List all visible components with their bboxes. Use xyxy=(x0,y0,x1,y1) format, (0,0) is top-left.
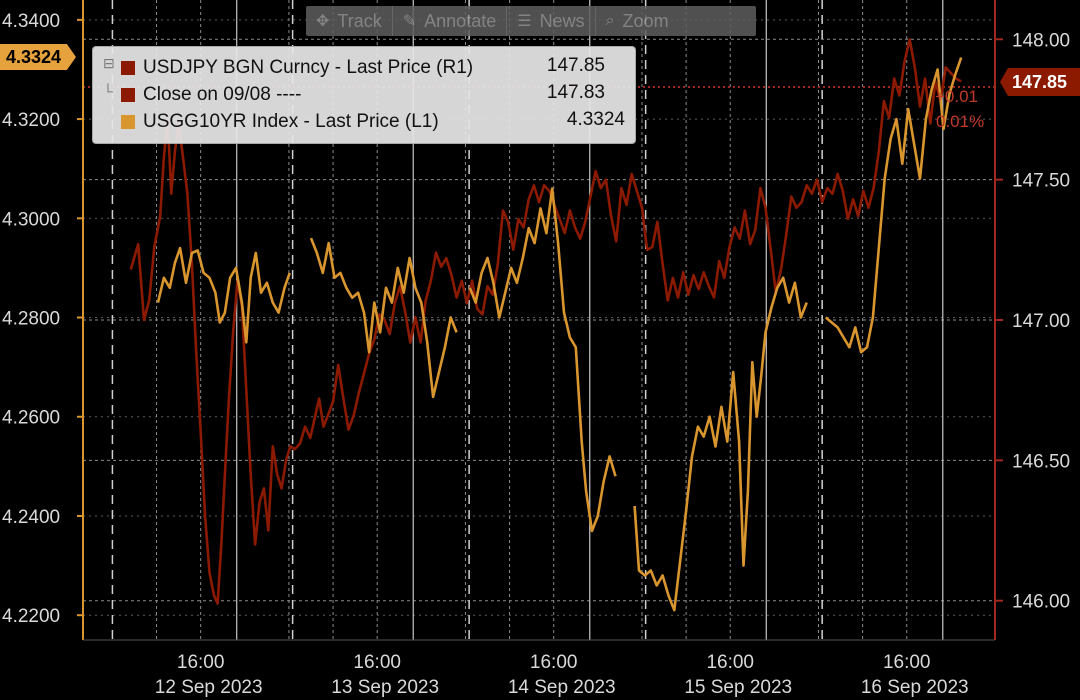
chart-toolbar: ✥ Track ✎ Annotate ☰ News ⌕ Zoom xyxy=(306,6,756,36)
change-percent: 0.01% xyxy=(936,112,985,131)
right-axis: 148.00 147.50 147.00 146.50 146.00 xyxy=(994,0,1070,640)
left-tick-label: 4.3000 xyxy=(2,209,60,230)
x-tick-date: 12 Sep 2023 xyxy=(155,677,263,698)
change-absolute: +0.01 xyxy=(935,87,979,106)
annotate-label: Annotate xyxy=(424,10,497,31)
right-tick-label: 146.00 xyxy=(1012,592,1070,613)
track-label: Track xyxy=(337,10,382,31)
news-label: News xyxy=(539,10,585,31)
legend-value-us10y: 4.3324 xyxy=(566,109,625,130)
us10y-series-line xyxy=(309,237,458,399)
usdjpy-swatch xyxy=(121,61,135,75)
x-tick-date: 15 Sep 2023 xyxy=(684,677,792,698)
legend-label-close: Close on 09/08 ---- xyxy=(143,84,302,105)
right-tick-label: 147.00 xyxy=(1012,311,1070,332)
close-swatch xyxy=(121,88,135,102)
legend-item-close[interactable]: Close on 09/08 ---- xyxy=(121,82,301,108)
us10y-series-line xyxy=(633,276,808,612)
x-tick-time: 16:00 xyxy=(883,652,931,673)
legend-collapse-icon[interactable]: ⊟ xyxy=(103,55,115,71)
legend-item-usdjpy[interactable]: USDJPY BGN Curncy - Last Price (R1) xyxy=(121,55,473,81)
x-tick-time: 16:00 xyxy=(530,652,578,673)
legend-item-us10y[interactable]: USGG10YR Index - Last Price (L1) xyxy=(121,109,439,135)
track-button[interactable]: ✥ Track xyxy=(306,6,393,36)
us10y-series-line xyxy=(824,57,963,354)
left-tick-label: 4.3200 xyxy=(2,110,60,131)
magnifier-icon: ⌕ xyxy=(605,12,615,29)
left-tick-label: 4.2200 xyxy=(2,606,60,627)
news-icon: ☰ xyxy=(517,13,532,30)
news-button[interactable]: ☰ News xyxy=(507,6,596,36)
zoom-label: Zoom xyxy=(622,10,669,31)
pencil-icon: ✎ xyxy=(402,13,417,30)
x-tick-time: 16:00 xyxy=(353,652,401,673)
series-lines xyxy=(129,38,963,612)
left-axis: 4.3400 4.3200 4.3000 4.2800 4.2600 4.2400 4.22… xyxy=(2,0,84,640)
x-tick-time: 16:00 xyxy=(706,652,754,673)
left-last-value-flag: 4.3324 xyxy=(0,44,76,70)
x-tick-date: 14 Sep 2023 xyxy=(508,677,616,698)
left-tick-label: 4.2800 xyxy=(2,309,60,330)
legend-tree-icon: └ xyxy=(103,83,113,99)
right-tick-label: 146.50 xyxy=(1012,451,1070,472)
x-tick-time: 16:00 xyxy=(177,652,225,673)
legend-label-usdjpy: USDJPY BGN Curncy - Last Price (R1) xyxy=(143,57,474,78)
right-last-value: 147.85 xyxy=(1012,71,1068,92)
x-tick-date: 16 Sep 2023 xyxy=(861,677,969,698)
usdjpy-series-line xyxy=(129,38,962,605)
us10y-swatch xyxy=(121,115,135,129)
annotate-button[interactable]: ✎ Annotate xyxy=(393,6,508,36)
left-tick-label: 4.2400 xyxy=(2,507,60,528)
legend-value-close: 147.83 xyxy=(546,82,605,103)
left-last-value: 4.3324 xyxy=(6,46,62,67)
legend-label-us10y: USGG10YR Index - Last Price (L1) xyxy=(143,111,439,132)
zoom-button[interactable]: ⌕ Zoom xyxy=(596,6,679,36)
us10y-series-line xyxy=(156,246,291,344)
right-tick-label: 147.50 xyxy=(1012,171,1070,192)
x-axis: 16:00 12 Sep 2023 16:00 13 Sep 2023 16:00 14 … xyxy=(83,639,995,698)
right-tick-label: 148.00 xyxy=(1012,30,1070,51)
crosshair-icon: ✥ xyxy=(316,13,330,30)
right-last-value-flag: 147.85 xyxy=(1000,68,1080,96)
chart-legend[interactable]: ⊟ └ USDJPY BGN Curncy - Last Price (R1) … xyxy=(92,46,636,144)
legend-value-usdjpy: 147.85 xyxy=(546,55,605,76)
us10y-series-line xyxy=(468,187,617,533)
left-tick-label: 4.2600 xyxy=(2,408,60,429)
x-tick-date: 13 Sep 2023 xyxy=(331,677,439,698)
left-tick-label: 4.3400 xyxy=(2,11,60,32)
